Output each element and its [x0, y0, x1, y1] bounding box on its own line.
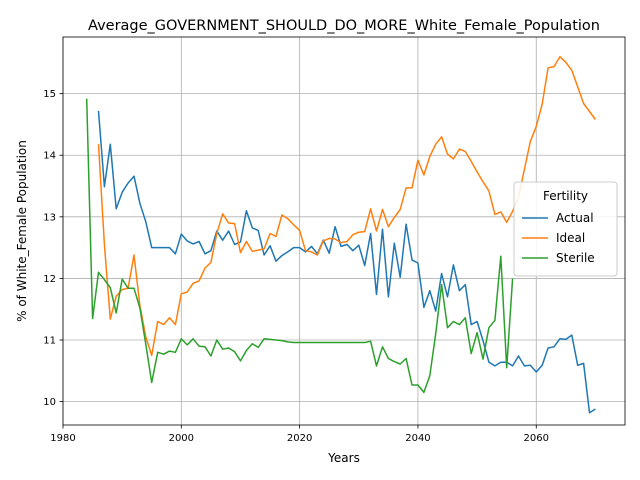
- y-tick-label: 10: [43, 397, 56, 408]
- series-line-actual: [97, 110, 596, 414]
- x-axis: 1980 2000 2020 2040 2060: [50, 425, 549, 444]
- legend-label-actual: Actual: [556, 211, 594, 225]
- axes-frame: [62, 36, 626, 426]
- legend-label-ideal: Ideal: [556, 231, 585, 245]
- legend-items: Actual Ideal Sterile: [522, 211, 595, 265]
- series-lines: [85, 55, 597, 414]
- legend-title: Fertility: [543, 189, 588, 203]
- chart-title: Average_GOVERNMENT_SHOULD_DO_MORE_White_…: [88, 18, 600, 34]
- y-axis: 10 11 12 13 14 15: [43, 89, 63, 408]
- x-tick-label: 2060: [524, 433, 549, 444]
- y-axis-label: % of White_Female Population: [15, 140, 29, 322]
- y-tick-label: 14: [43, 151, 56, 162]
- legend-label-sterile: Sterile: [556, 251, 595, 265]
- x-tick-label: 2020: [287, 433, 312, 444]
- x-tick-label: 2000: [169, 433, 194, 444]
- x-tick-label: 1980: [50, 433, 75, 444]
- x-tick-label: 2040: [405, 433, 430, 444]
- series-line-ideal: [97, 55, 597, 357]
- y-tick-label: 11: [43, 336, 56, 347]
- y-tick-label: 15: [43, 89, 56, 100]
- legend: Fertility Actual Ideal Sterile: [513, 181, 618, 277]
- series-line-sterile: [85, 98, 514, 394]
- y-tick-label: 13: [43, 212, 56, 223]
- x-axis-label: Years: [327, 451, 360, 465]
- legend-box: [513, 181, 618, 277]
- y-tick-label: 12: [43, 274, 56, 285]
